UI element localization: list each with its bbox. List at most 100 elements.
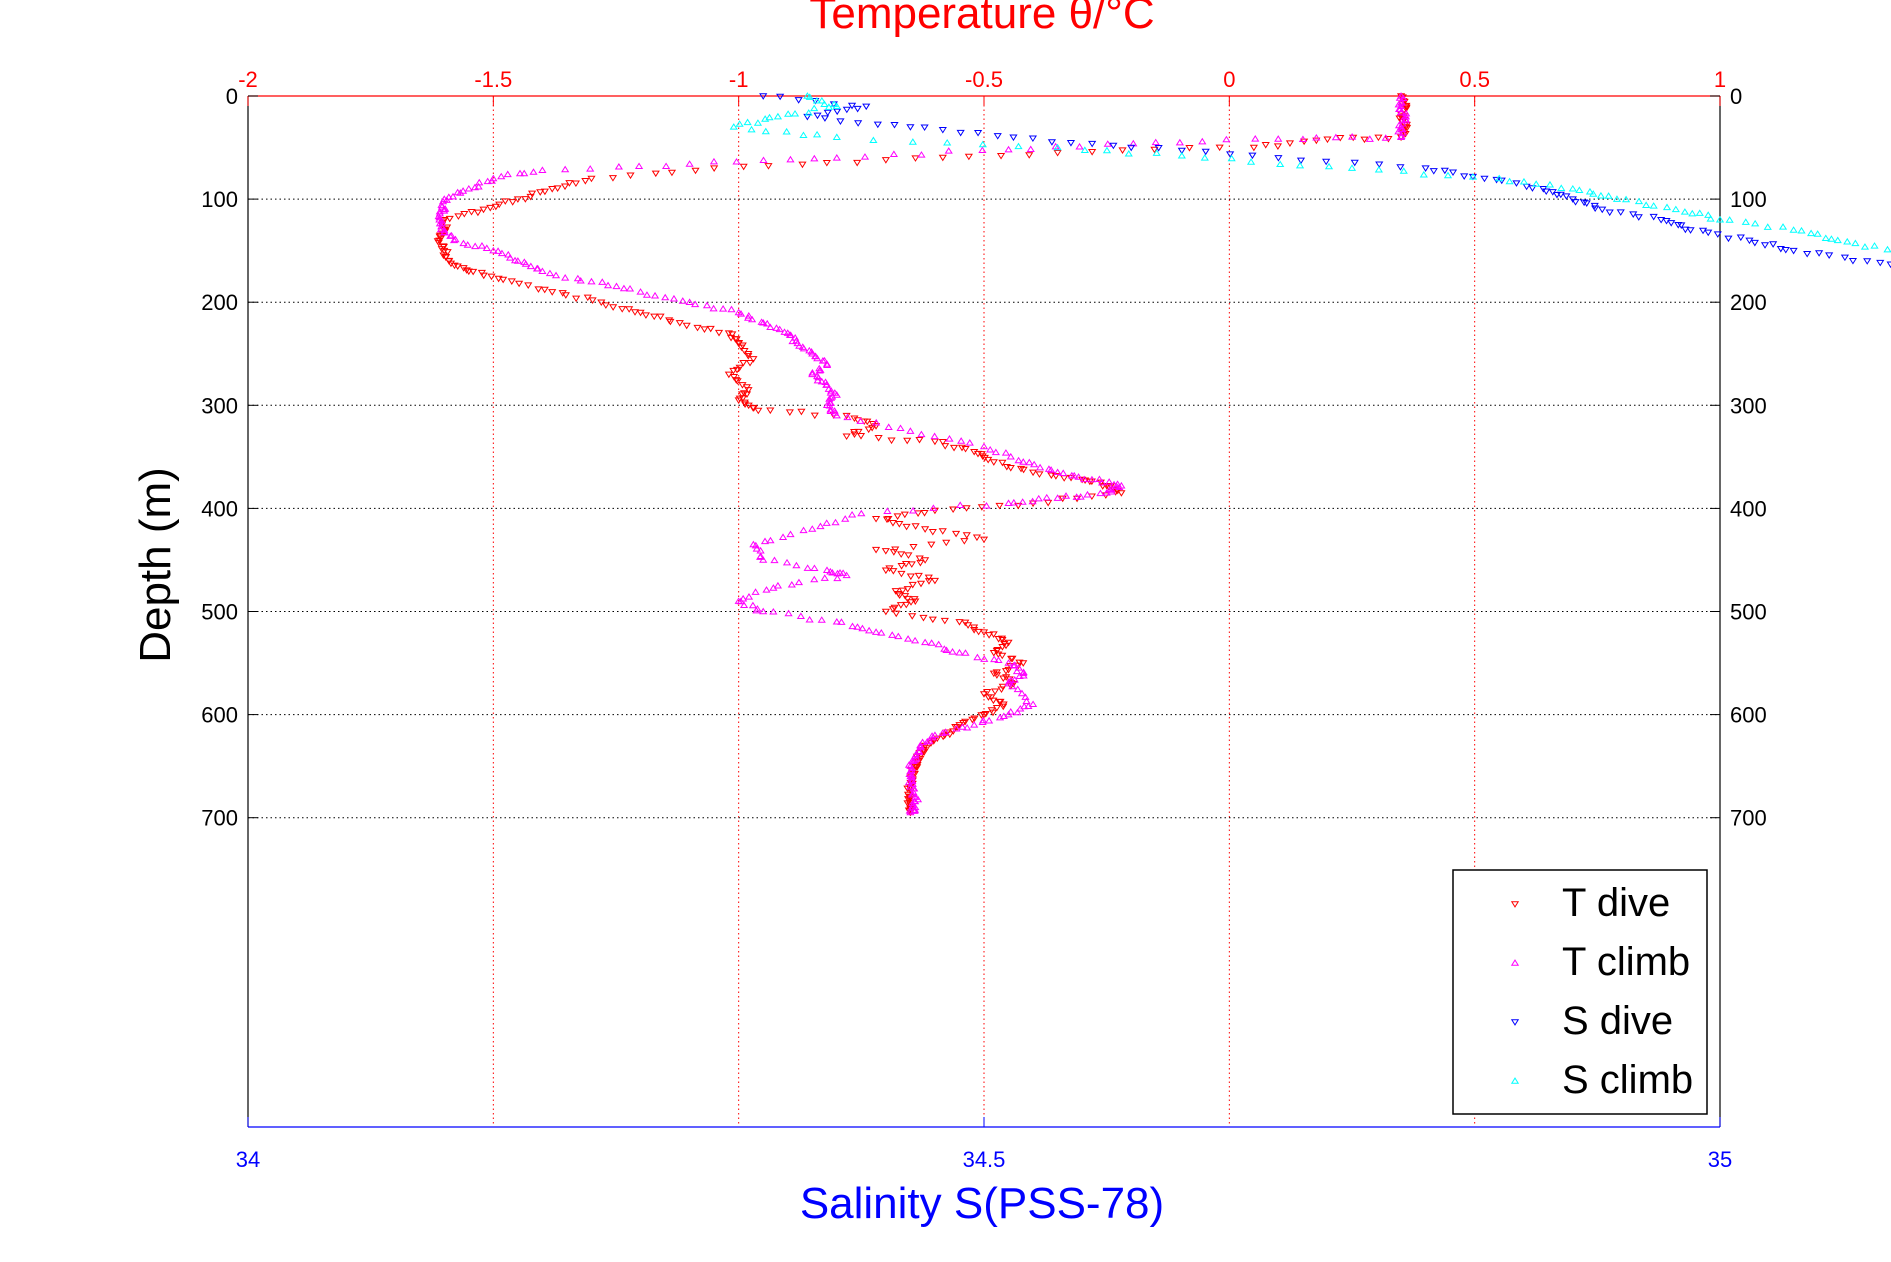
data-point-s-climb bbox=[1399, 167, 1408, 174]
data-point-t-climb bbox=[1010, 661, 1019, 668]
data-point-t-dive bbox=[1088, 149, 1097, 156]
data-point-s-dive bbox=[890, 121, 899, 129]
data-point-t-climb bbox=[978, 718, 987, 725]
data-point-t-climb bbox=[830, 407, 839, 414]
data-point-s-dive bbox=[1704, 229, 1713, 237]
data-point-t-climb bbox=[921, 638, 930, 646]
data-point-t-climb bbox=[769, 607, 778, 615]
data-point-t-climb bbox=[780, 328, 789, 335]
data-point-t-climb bbox=[573, 274, 582, 282]
data-point-t-dive bbox=[984, 456, 993, 464]
data-point-t-climb bbox=[904, 761, 914, 768]
data-point-t-dive bbox=[1078, 476, 1087, 484]
data-point-s-climb bbox=[812, 130, 822, 138]
data-point-s-climb bbox=[1596, 191, 1606, 199]
data-point-t-dive bbox=[626, 172, 635, 180]
top-tick-label: -1.5 bbox=[474, 67, 512, 92]
data-point-t-climb bbox=[1008, 682, 1017, 690]
data-point-t-dive bbox=[989, 697, 998, 705]
data-point-s-dive bbox=[1396, 164, 1405, 171]
data-point-t-dive bbox=[998, 459, 1007, 467]
data-point-t-climb bbox=[925, 737, 934, 744]
data-point-t-climb bbox=[1401, 115, 1410, 122]
data-point-s-climb bbox=[761, 115, 770, 122]
data-point-s-dive bbox=[938, 126, 947, 134]
data-point-t-climb bbox=[810, 154, 819, 162]
data-point-t-climb bbox=[999, 712, 1008, 720]
data-point-s-climb bbox=[1642, 201, 1651, 208]
data-point-t-dive bbox=[462, 267, 471, 274]
data-point-t-climb bbox=[1009, 498, 1018, 506]
data-point-t-dive bbox=[494, 275, 503, 283]
data-point-t-climb bbox=[440, 205, 449, 213]
data-point-t-climb bbox=[598, 278, 607, 285]
data-point-s-climb bbox=[1813, 230, 1822, 237]
data-point-s-climb bbox=[810, 104, 819, 112]
data-point-t-dive bbox=[927, 541, 936, 549]
data-point-t-climb bbox=[831, 518, 840, 526]
series-t-climb bbox=[434, 92, 1411, 816]
data-point-t-climb bbox=[1035, 463, 1045, 471]
data-point-t-dive bbox=[1360, 136, 1369, 144]
data-point-t-dive bbox=[871, 515, 881, 523]
data-point-t-dive bbox=[996, 152, 1006, 160]
data-point-s-dive bbox=[1724, 235, 1733, 243]
data-point-t-dive bbox=[714, 329, 724, 337]
data-point-t-dive bbox=[1051, 473, 1061, 480]
data-point-t-dive bbox=[893, 513, 902, 520]
data-point-s-dive bbox=[1686, 227, 1695, 234]
data-point-t-dive bbox=[955, 619, 964, 626]
data-point-t-climb bbox=[923, 737, 932, 745]
data-point-s-climb bbox=[1374, 165, 1383, 173]
data-point-t-climb bbox=[477, 242, 487, 249]
data-point-s-dive bbox=[847, 102, 857, 110]
data-point-t-dive bbox=[942, 539, 951, 547]
data-point-t-climb bbox=[748, 601, 758, 609]
data-point-s-dive bbox=[1350, 159, 1359, 167]
data-point-t-dive bbox=[728, 331, 737, 338]
data-point-t-climb bbox=[1053, 468, 1062, 476]
right-depth-tick-label: 500 bbox=[1730, 600, 1767, 625]
right-depth-tick-label: 200 bbox=[1730, 290, 1767, 315]
data-point-t-dive bbox=[667, 169, 677, 177]
data-point-t-dive bbox=[1312, 137, 1321, 145]
data-point-t-dive bbox=[446, 260, 456, 268]
data-point-t-dive bbox=[1002, 674, 1011, 681]
data-point-t-climb bbox=[634, 162, 644, 170]
data-point-t-dive bbox=[984, 632, 994, 639]
legend-marker-s-climb bbox=[1510, 1077, 1520, 1084]
top-tick-label: 1 bbox=[1714, 67, 1726, 92]
data-point-t-dive bbox=[548, 289, 557, 296]
data-point-t-climb bbox=[963, 723, 972, 731]
data-point-t-dive bbox=[464, 268, 473, 276]
data-point-s-dive bbox=[1028, 135, 1038, 143]
data-point-t-dive bbox=[1016, 465, 1026, 473]
data-point-t-climb bbox=[1381, 134, 1390, 141]
data-point-t-dive bbox=[888, 606, 897, 613]
data-point-t-dive bbox=[445, 215, 454, 223]
left-depth-tick-label: 400 bbox=[201, 496, 238, 521]
data-point-t-climb bbox=[736, 597, 745, 605]
data-point-t-climb bbox=[929, 504, 938, 511]
data-point-t-climb bbox=[808, 370, 817, 378]
data-point-s-dive bbox=[1616, 209, 1625, 216]
data-point-t-climb bbox=[1115, 483, 1124, 491]
data-point-t-climb bbox=[719, 305, 728, 312]
data-point-t-climb bbox=[795, 342, 804, 349]
data-point-t-dive bbox=[766, 407, 775, 415]
data-point-t-climb bbox=[808, 525, 817, 532]
data-point-t-climb bbox=[914, 748, 924, 755]
data-point-t-dive bbox=[903, 800, 912, 807]
left-depth-tick-label: 500 bbox=[201, 600, 238, 625]
data-point-t-climb bbox=[786, 530, 795, 538]
data-point-s-climb bbox=[1324, 162, 1334, 170]
data-point-t-dive bbox=[924, 574, 933, 582]
data-point-s-dive bbox=[853, 105, 862, 113]
data-point-t-climb bbox=[906, 808, 915, 816]
data-point-t-climb bbox=[1025, 458, 1034, 466]
data-point-t-climb bbox=[1012, 667, 1022, 675]
data-point-t-climb bbox=[805, 615, 814, 623]
data-point-t-dive bbox=[1001, 668, 1011, 675]
data-point-t-dive bbox=[900, 511, 909, 519]
data-point-t-dive bbox=[479, 272, 488, 280]
